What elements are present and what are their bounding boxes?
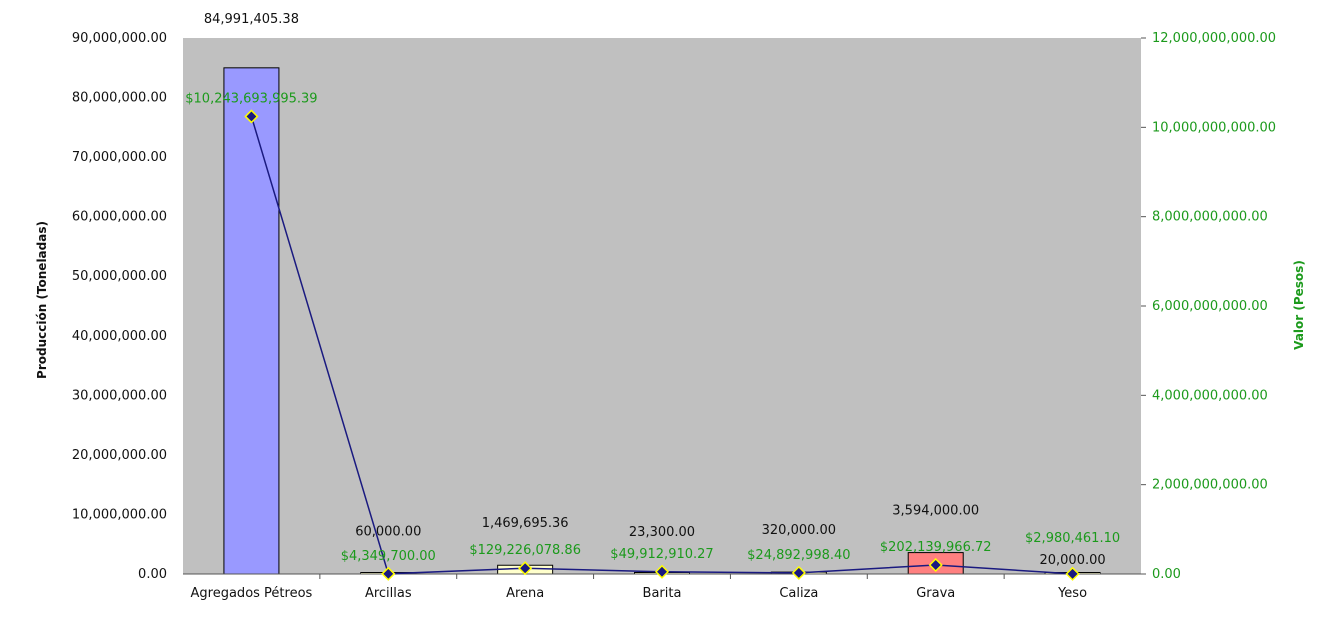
x-tick-label-4: Caliza — [779, 586, 818, 601]
value-point-4 — [791, 565, 806, 580]
value-point-3 — [654, 564, 670, 579]
value-point-5 — [928, 557, 943, 573]
value-label-1: $4,349,700.00 — [341, 549, 436, 564]
bar-label-3: 23,300.00 — [629, 525, 695, 540]
labels-layer: 84,991,405.38 60,000.00 1,469,695.36 23,300… — [185, 12, 1120, 568]
bar-label-5: 3,594,000.00 — [892, 504, 979, 519]
y-left-tick-0: 0.00 — [138, 567, 167, 582]
x-tick-label-6: Yeso — [1057, 586, 1087, 601]
y-left-tick-5: 50,000,000.00 — [72, 269, 167, 284]
y-left-tick-2: 20,000,000.00 — [72, 448, 167, 463]
bar-0 — [223, 67, 280, 575]
bar-label-1: 60,000.00 — [355, 525, 421, 540]
y-right-tick-6: 12,000,000,000.00 — [1152, 31, 1276, 46]
value-label-5: $202,139,966.72 — [880, 540, 992, 555]
y-right-tick-4: 8,000,000,000.00 — [1152, 210, 1268, 225]
plot-area — [183, 38, 1141, 574]
y-axis-left: 0.00 10,000,000.00 20,000,000.00 30,000,000… — [72, 31, 167, 582]
y-right-tick-0: 0.00 — [1152, 567, 1181, 582]
x-tick-label-2: Arena — [506, 586, 544, 601]
value-label-3: $49,912,910.27 — [610, 547, 713, 562]
bar-label-4: 320,000.00 — [762, 523, 836, 538]
y-axis-title-right: Valor (Pesos) — [1292, 260, 1306, 350]
y-left-tick-1: 10,000,000.00 — [72, 507, 167, 522]
x-tick-label-0: Agregados Pétreos — [191, 586, 313, 601]
y-left-tick-6: 60,000,000.00 — [72, 210, 167, 225]
y-right-tick-2: 4,000,000,000.00 — [1152, 388, 1268, 403]
value-label-4: $24,892,998.40 — [747, 548, 850, 563]
y-left-tick-9: 90,000,000.00 — [72, 31, 167, 46]
y-axis-title-left: Producción (Toneladas) — [35, 221, 49, 379]
y-right-tick-5: 10,000,000,000.00 — [1152, 120, 1276, 135]
y-left-tick-3: 30,000,000.00 — [72, 388, 167, 403]
y-left-tick-7: 70,000,000.00 — [72, 150, 167, 165]
value-point-6 — [1065, 566, 1080, 581]
value-label-6: $2,980,461.10 — [1025, 531, 1120, 546]
value-label-0: $10,243,693,995.39 — [185, 91, 317, 106]
y-left-tick-8: 80,000,000.00 — [72, 91, 167, 106]
x-tick-label-3: Barita — [643, 586, 682, 601]
value-point-1 — [381, 566, 396, 581]
bar-label-0: 84,991,405.38 — [204, 12, 299, 27]
y-right-tick-1: 2,000,000,000.00 — [1152, 478, 1268, 493]
line-layer — [244, 109, 1080, 581]
y-left-tick-4: 40,000,000.00 — [72, 329, 167, 344]
value-label-2: $129,226,078.86 — [469, 543, 581, 558]
value-point-2 — [518, 561, 533, 576]
y-axis-right: 0.00 2,000,000,000.00 4,000,000,000.00 6,00… — [1141, 31, 1276, 582]
x-tick-label-1: Arcillas — [365, 586, 412, 601]
value-point-0 — [244, 109, 259, 124]
bar-label-2: 1,469,695.36 — [482, 516, 569, 531]
y-right-tick-3: 6,000,000,000.00 — [1152, 299, 1268, 314]
x-tick-label-5: Grava — [916, 586, 955, 601]
bar-label-6: 20,000.00 — [1039, 553, 1105, 568]
x-ticks-layer: Agregados Pétreos Arcillas Arena Barita Cali… — [191, 574, 1087, 601]
